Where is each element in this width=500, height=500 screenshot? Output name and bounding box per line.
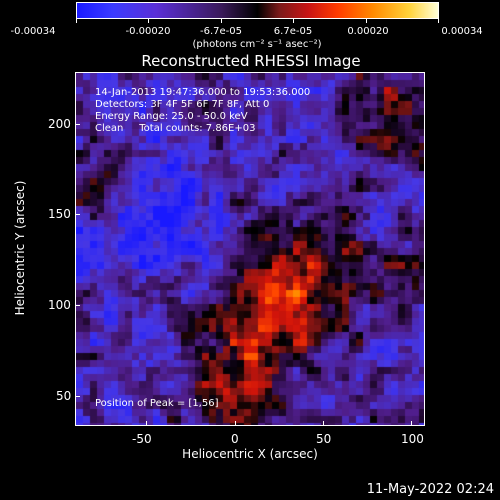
colorbar-tick: [221, 19, 222, 23]
x-axis-label: Heliocentric X (arcsec): [182, 447, 318, 461]
colorbar-label: 6.7e-05: [273, 26, 313, 37]
y-tick-label: 150: [48, 207, 71, 221]
colorbar-label: -6.7e-05: [200, 26, 242, 37]
footer-date: 11-May-2022 02:24: [366, 482, 494, 497]
colorbar-tick: [76, 19, 77, 23]
x-tick: [235, 421, 236, 426]
y-tick-label: 50: [56, 389, 72, 403]
y-axis-label: Heliocentric Y (arcsec): [13, 180, 27, 316]
colorbar-tick: [148, 19, 149, 23]
y-tick: [75, 396, 80, 397]
image-plot: 14-Jan-2013 19:47:36.000 to 19:53:36.000…: [75, 72, 425, 426]
x-tick-label: -50: [132, 432, 152, 446]
clean-counts-annotation: Clean Total counts: 7.86E+03: [95, 123, 256, 134]
x-tick-label: 100: [401, 432, 424, 446]
colorbar-tick: [438, 19, 439, 23]
detectors-annotation: Detectors: 3F 4F 5F 6F 7F 8F, Att 0: [95, 99, 270, 110]
y-tick-label: 200: [48, 117, 71, 131]
y-tick-label: 100: [48, 298, 71, 312]
y-tick: [75, 305, 80, 306]
colorbar-label: 0.00034: [441, 26, 483, 37]
x-tick: [411, 421, 412, 426]
rhessi-heatmap: [76, 73, 424, 425]
y-tick: [75, 214, 80, 215]
x-tick: [323, 421, 324, 426]
colorbar-label: -0.00034: [10, 26, 56, 37]
peak-position-annotation: Position of Peak = [1,56]: [95, 398, 219, 409]
colorbar: [76, 2, 439, 19]
x-tick-label: 50: [316, 432, 332, 446]
x-tick: [146, 421, 147, 426]
image-title: Reconstructed RHESSI Image: [141, 52, 361, 70]
y-tick: [75, 124, 80, 125]
x-tick-label: 0: [231, 432, 239, 446]
colorbar-label: 0.00020: [347, 26, 389, 37]
time-range-annotation: 14-Jan-2013 19:47:36.000 to 19:53:36.000: [95, 87, 311, 98]
colorbar-units: (photons cm⁻² s⁻¹ asec⁻²): [192, 39, 322, 50]
colorbar-label: -0.00020: [125, 26, 171, 37]
energy-annotation: Energy Range: 25.0 - 50.0 keV: [95, 111, 248, 122]
colorbar-tick: [366, 19, 367, 23]
colorbar-tick: [293, 19, 294, 23]
